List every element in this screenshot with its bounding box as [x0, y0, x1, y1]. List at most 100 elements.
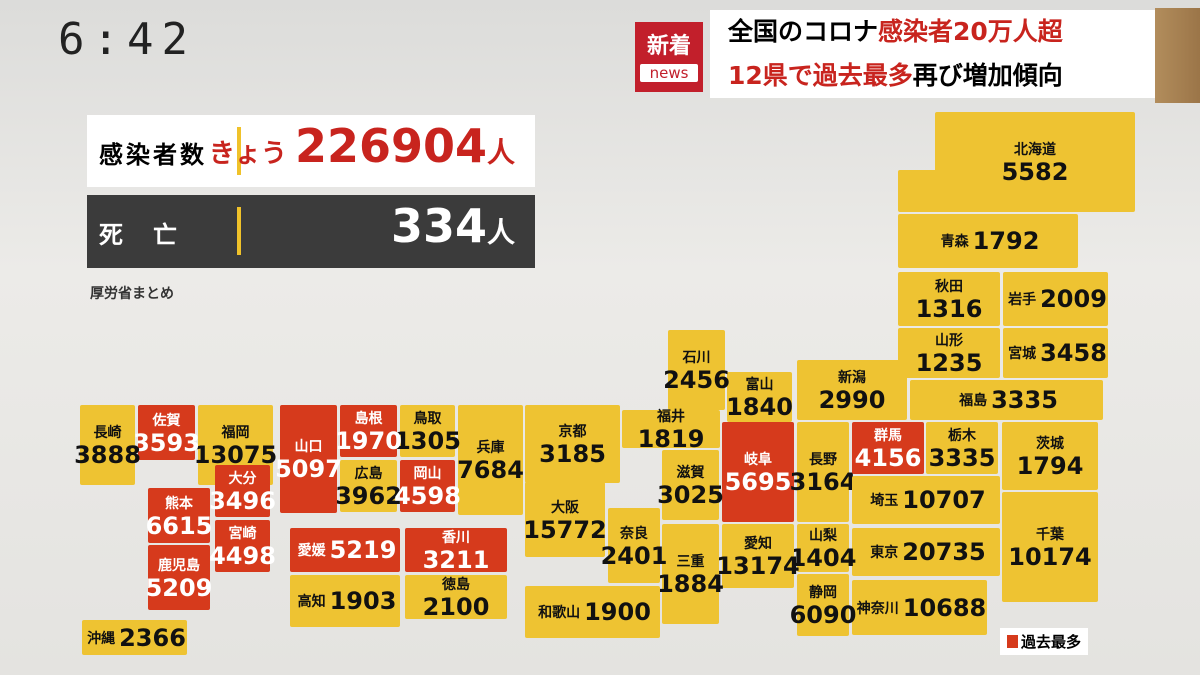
cases-label: 感染者数: [99, 141, 207, 169]
prefecture-count: 3335: [991, 386, 1058, 414]
prefecture-tile: 茨城 1794: [1002, 422, 1098, 490]
deaths-value: 334: [390, 199, 487, 253]
prefecture-tile: 山形 1235: [898, 328, 1000, 378]
prefecture-count: 10688: [902, 593, 987, 622]
prefecture-count: 1792: [972, 227, 1040, 255]
prefecture-name: 神奈川: [856, 600, 899, 617]
prefecture-tile: 沖縄 2366: [82, 620, 187, 655]
prefecture-tile: 岐阜 5695: [722, 422, 794, 522]
prefecture-count: 5097: [275, 455, 342, 483]
prefecture-name: 奈良: [620, 525, 648, 542]
wood-decor: [1155, 8, 1200, 103]
prefecture-count: 4598: [394, 482, 461, 510]
prefecture-tile: 青森 1792: [898, 214, 1078, 268]
headline-text: 12県で過去最多: [728, 61, 913, 90]
prefecture-name: 兵庫: [476, 440, 505, 456]
tile-extension: [898, 170, 938, 212]
prefecture-name: 宮城: [1008, 346, 1037, 362]
source: 厚労省まとめ: [90, 286, 174, 302]
prefecture-count: 15772: [523, 515, 607, 544]
prefecture-count: 3962: [335, 482, 402, 510]
legend-label: 過去最多: [1021, 633, 1082, 651]
prefecture-tile: 北海道 5582: [935, 112, 1135, 212]
legend: 過去最多: [1000, 628, 1089, 655]
prefecture-count: 3211: [422, 546, 490, 574]
prefecture-name: 島根: [354, 411, 383, 427]
prefecture-count: 1900: [584, 598, 651, 626]
prefecture-tile: 静岡 6090: [790, 574, 856, 636]
prefecture-count: 3185: [539, 440, 606, 468]
unit: 人: [486, 136, 515, 169]
prefecture-count: 10174: [1008, 543, 1092, 571]
prefecture-count: 1794: [1016, 452, 1084, 480]
prefecture-tile: 兵庫 7684: [457, 405, 524, 515]
prefecture-name: 広島: [354, 466, 383, 482]
prefecture-tile: 愛媛 5219: [290, 528, 400, 572]
badge-bottom: news: [640, 64, 698, 82]
badge-top: 新着: [646, 34, 691, 59]
prefecture-count: 5695: [724, 468, 792, 496]
prefecture-name: 鳥取: [413, 411, 442, 427]
prefecture-tile: 神奈川 10688: [852, 580, 987, 635]
prefecture-name: 山口: [294, 439, 323, 455]
today-label: きょう: [208, 139, 287, 169]
prefecture-name: 岩手: [1008, 292, 1037, 308]
prefecture-count: 1840: [726, 393, 793, 421]
prefecture-tile: 鳥取 1305: [394, 405, 461, 457]
prefecture-name: 秋田: [935, 279, 963, 295]
clock: 6:42: [58, 14, 196, 65]
prefecture-tile: 秋田 1316: [898, 272, 1000, 326]
prefecture-name: 東京: [870, 545, 899, 561]
prefecture-count: 3593: [133, 428, 200, 457]
prefecture-count: 3025: [657, 481, 724, 509]
prefecture-name: 茨城: [1036, 436, 1064, 452]
prefecture-count: 20735: [902, 538, 986, 566]
deaths-label: 死 亡: [99, 221, 180, 249]
prefecture-count: 3335: [928, 444, 996, 472]
prefecture-count: 6090: [789, 601, 857, 629]
prefecture-count: 2366: [119, 623, 186, 652]
prefecture-name: 富山: [745, 377, 774, 393]
prefecture-name: 高知: [297, 594, 326, 610]
prefecture-count: 3888: [74, 441, 141, 469]
cases-value: 226904: [294, 119, 487, 173]
prefecture-tile: 高知 1903: [290, 575, 400, 627]
prefecture-count: 10707: [902, 486, 986, 514]
prefecture-count: 2456: [663, 366, 730, 394]
prefecture-count: 2100: [422, 593, 490, 621]
prefecture-name: 福井: [657, 409, 685, 425]
prefecture-name: 香川: [442, 530, 470, 546]
prefecture-count: 2990: [818, 386, 886, 414]
prefecture-name: 山形: [935, 333, 963, 349]
prefecture-name: 徳島: [442, 577, 470, 593]
prefecture-name: 鹿児島: [158, 557, 200, 574]
prefecture-tile: 富山 1840: [726, 372, 793, 422]
prefecture-tile: 岩手 2009: [1003, 272, 1108, 326]
prefecture-tile: 広島 3962: [335, 460, 402, 512]
prefecture-count: 1903: [329, 587, 397, 615]
prefecture-name: 群馬: [874, 428, 902, 444]
prefecture-tile: 長野 3164: [790, 422, 856, 522]
prefecture-count: 3164: [789, 468, 857, 496]
prefecture-name: 栃木: [948, 428, 976, 444]
prefecture-name: 京都: [558, 424, 587, 440]
prefecture-name: 和歌山: [538, 605, 581, 621]
prefecture-count: 1305: [394, 427, 461, 455]
prefecture-tile: 埼玉 10707: [852, 476, 1000, 524]
prefecture-count: 7684: [457, 456, 524, 484]
prefecture-name: 千葉: [1036, 527, 1064, 543]
prefecture-tile: 福島 3335: [910, 380, 1103, 420]
prefecture-name: 宮崎: [228, 526, 257, 542]
prefecture-name: 熊本: [165, 495, 193, 512]
prefecture-count: 5582: [1001, 158, 1069, 186]
cases-box: 感染者数 きょう 226904人: [87, 115, 535, 187]
prefecture-tile: 大阪 15772: [523, 482, 607, 557]
prefecture-name: 青森: [940, 234, 969, 250]
prefecture-count: 4156: [854, 444, 922, 472]
prefecture-name: 埼玉: [870, 493, 899, 509]
prefecture-tile: 熊本 6615: [146, 488, 212, 543]
prefecture-tile: 石川 2456: [663, 330, 730, 410]
prefecture-name: 静岡: [809, 585, 837, 601]
prefecture-name: 福島: [959, 393, 988, 409]
